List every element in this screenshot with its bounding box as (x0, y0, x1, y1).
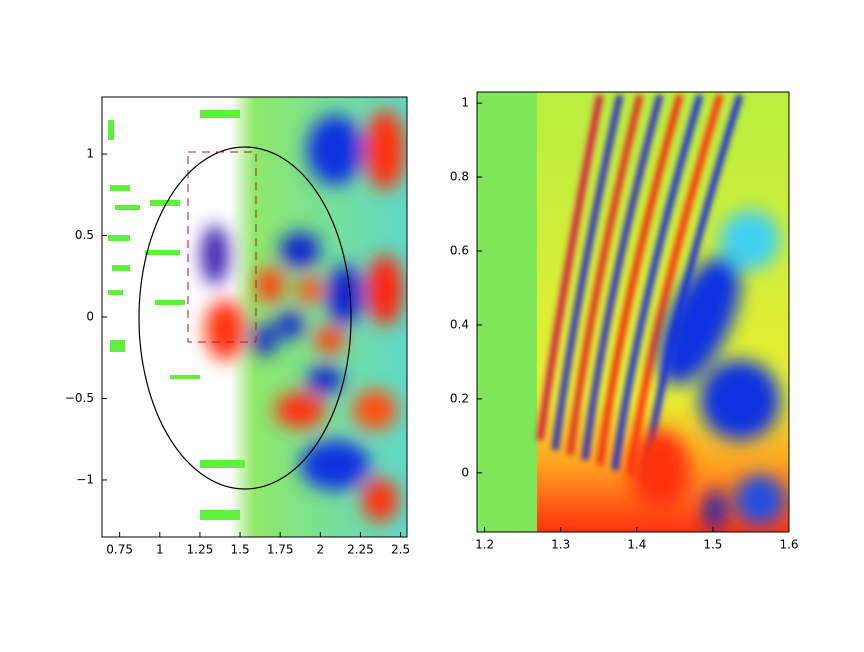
y-tick-label: 1 (86, 147, 94, 161)
x-tick-label: 1.3 (551, 538, 570, 552)
zoom-box (187, 151, 257, 343)
y-tick-label: 0.6 (450, 243, 469, 257)
y-tick-label: 1 (461, 96, 469, 110)
x-tick-label: 2.5 (391, 543, 410, 557)
y-tick-label: −0.5 (65, 391, 94, 405)
y-tick-label: −1 (76, 472, 94, 486)
x-tick-label: 1.75 (267, 543, 294, 557)
x-tick-label: 1.4 (627, 538, 646, 552)
y-tick-label: 0.8 (450, 170, 469, 184)
x-tick-label: 1.2 (475, 538, 494, 552)
x-tick-label: 0.75 (106, 543, 133, 557)
x-tick-label: 1.5 (231, 543, 250, 557)
frame-right (476, 91, 790, 533)
x-tick-label: 2.25 (347, 543, 374, 557)
field-right (477, 92, 789, 532)
y-tick-label: 0 (86, 310, 94, 324)
y-tick-label: 0.5 (75, 228, 94, 242)
field-left (102, 97, 407, 537)
y-tick-label: 0 (461, 465, 469, 479)
x-tick-label: 1 (156, 543, 164, 557)
y-tick-label: 0.2 (450, 391, 469, 405)
boundary-ellipse (138, 146, 352, 490)
x-tick-label: 1.5 (703, 538, 722, 552)
x-tick-label: 1.25 (187, 543, 214, 557)
x-tick-label: 2 (316, 543, 324, 557)
y-tick-label: 0.4 (450, 317, 469, 331)
x-tick-label: 1.6 (779, 538, 798, 552)
